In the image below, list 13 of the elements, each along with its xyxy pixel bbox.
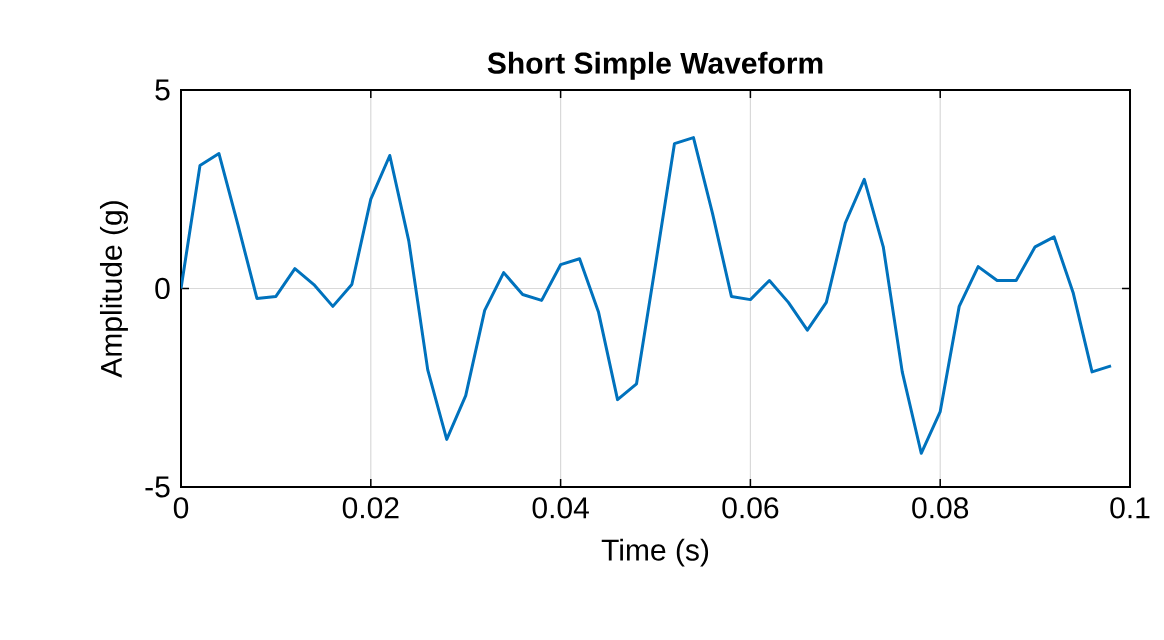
- chart-title: Short Simple Waveform: [487, 51, 823, 80]
- x-tick-label: 0.06: [722, 497, 779, 519]
- x-tick-label: 0.08: [912, 497, 969, 519]
- x-tick-label: 0.1: [1110, 497, 1150, 519]
- y-tick-label: 5: [155, 79, 170, 101]
- x-axis-title: Time (s): [601, 538, 709, 567]
- x-tick-label: 0.04: [532, 497, 589, 519]
- x-tick-label: 0: [173, 497, 189, 519]
- line-series: [181, 136, 1113, 455]
- y-tick-label: -5: [145, 476, 170, 498]
- y-tick-label: 0: [155, 277, 170, 300]
- x-tick-label: 0.02: [342, 497, 399, 519]
- y-axis-title: Amplitude (g): [99, 201, 128, 378]
